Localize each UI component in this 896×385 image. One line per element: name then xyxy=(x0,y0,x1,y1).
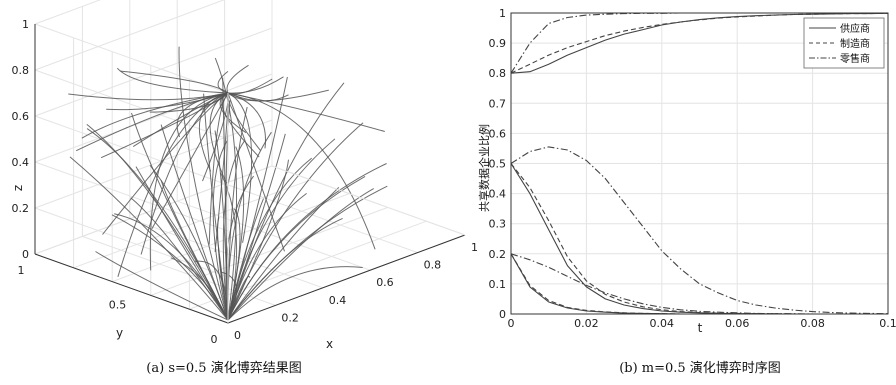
y-tick-label: 0.7 xyxy=(489,97,507,110)
trajectory-65 xyxy=(114,214,228,320)
y-tick-label: 1 xyxy=(18,264,25,277)
floor-gridline xyxy=(225,184,418,253)
y-tick-label: 0.6 xyxy=(489,127,507,140)
t-axis-label: t xyxy=(698,321,703,335)
legend: 供应商 制造商 零售商 xyxy=(804,18,884,68)
y-tick-label: 0.4 xyxy=(489,188,507,201)
caption-b: (b) m=0.5 演化博弈时序图 xyxy=(619,360,781,376)
x-tick-label: 0.1 xyxy=(879,317,896,330)
z-tick-label: 0.6 xyxy=(12,110,30,123)
caption-a: (a) s=0.5 演化博弈结果图 xyxy=(146,360,301,376)
x-tick-label: 0.2 xyxy=(281,311,299,324)
floor-edge xyxy=(272,166,465,235)
x-tick-label: 0.02 xyxy=(574,317,599,330)
y-tick-label: 0.5 xyxy=(109,299,127,312)
y-tick-label: 0.1 xyxy=(489,278,507,291)
y-tick-label: 0.2 xyxy=(489,248,507,261)
wall-gridline xyxy=(35,28,272,116)
x-tick-label: 0.8 xyxy=(424,259,442,272)
y-axis-label: y xyxy=(116,326,123,340)
x-tick-label: 1 xyxy=(471,241,478,254)
y-tick-label: 0.3 xyxy=(489,218,507,231)
wall-gridline xyxy=(35,0,272,24)
z-axis-label: z xyxy=(11,185,25,191)
x-tick-label: 0.04 xyxy=(650,317,675,330)
trajectory-75 xyxy=(228,123,363,320)
legend-entry-retailer: 零售商 xyxy=(840,52,870,65)
y-tick-label: 1 xyxy=(499,7,506,20)
legend-entry-supplier: 供应商 xyxy=(840,22,870,35)
3d-grid xyxy=(35,0,465,323)
y-tick-label: 0.5 xyxy=(489,158,507,171)
y-tick-label: 0 xyxy=(211,333,218,346)
y-tick-label: 0.9 xyxy=(489,37,507,50)
z-tick-label: 0 xyxy=(22,248,29,261)
trajectory-28 xyxy=(117,68,228,93)
trajectory-5 xyxy=(120,71,228,93)
trajectory-81 xyxy=(70,157,228,320)
z-tick-label: 0.4 xyxy=(12,156,30,169)
x-tick-label: 0.4 xyxy=(329,294,347,307)
trajectory-57 xyxy=(179,47,228,320)
z-tick-label: 0.8 xyxy=(12,64,30,77)
x-tick-label: 0.06 xyxy=(725,317,750,330)
z-tick-label: 1 xyxy=(22,18,29,31)
trajectory-76 xyxy=(87,124,228,320)
x-axis-label: x xyxy=(326,337,333,351)
chart-timeseries: 0 0.02 0.04 0.06 0.08 0.1 0 0.1 0.2 0.3 0.4 0.5 0.6 0… xyxy=(477,7,896,376)
x-tick-label: 0 xyxy=(508,317,515,330)
x-tick-label: 0.08 xyxy=(800,317,825,330)
trajectory-3 xyxy=(228,77,284,93)
x-tick-label: 0 xyxy=(234,329,241,342)
legend-entry-manufacturer: 制造商 xyxy=(840,37,870,50)
y-tick-label: 0 xyxy=(499,308,506,321)
trajectory-32 xyxy=(228,90,329,101)
trajectory-20 xyxy=(227,65,248,93)
z-tick-label: 0.2 xyxy=(12,202,30,215)
x-tick-label: 0.6 xyxy=(376,276,394,289)
y-tick-label: 0.8 xyxy=(489,67,507,80)
ratio-axis-label: 共享数据企业比例 xyxy=(477,124,491,212)
